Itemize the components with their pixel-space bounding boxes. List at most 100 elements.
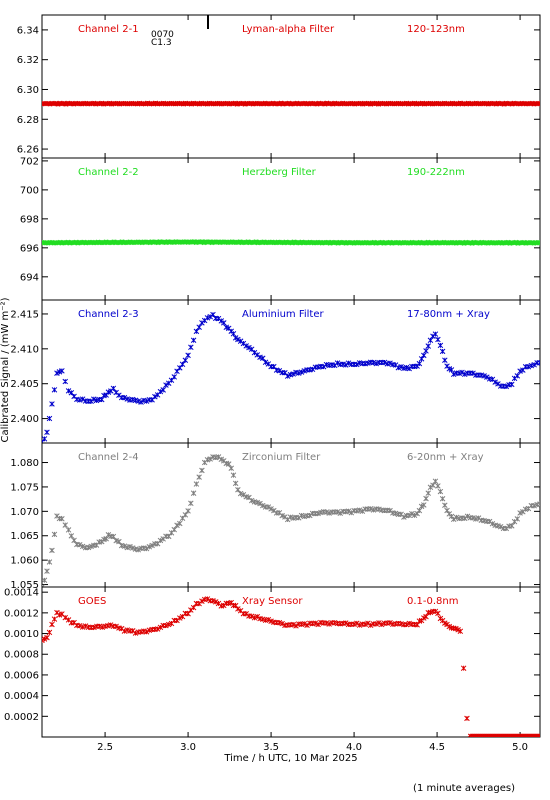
- y-tick-label: 6.32: [17, 55, 39, 66]
- y-tick-label: 6.34: [17, 25, 39, 36]
- data-point: [185, 610, 191, 617]
- data-point: [79, 543, 86, 550]
- data-point: [149, 542, 155, 549]
- data-point: [232, 480, 239, 487]
- data-point: [376, 620, 382, 626]
- data-point: [199, 598, 205, 604]
- y-tick-label: 2.400: [10, 414, 39, 425]
- data-point: [235, 487, 241, 493]
- data-point: [268, 506, 274, 512]
- data-point: [105, 532, 112, 538]
- data-point: [157, 388, 164, 395]
- data-point: [146, 544, 153, 550]
- data-point: [343, 620, 349, 626]
- panel-filter-label: Herzberg Filter: [242, 167, 317, 178]
- data-point: [387, 360, 393, 366]
- data-point: [246, 344, 252, 351]
- data-point: [240, 492, 247, 498]
- data-series-1: [42, 100, 540, 107]
- x-axis-label: Time / h UTC, 10 Mar 2025: [223, 753, 357, 764]
- data-point: [235, 336, 241, 343]
- data-point: [298, 369, 305, 375]
- data-point: [464, 513, 471, 519]
- data-point: [414, 510, 420, 517]
- data-point: [154, 626, 161, 632]
- data-point: [343, 362, 349, 368]
- data-point: [179, 361, 186, 368]
- data-point: [464, 715, 470, 722]
- data-point: [367, 622, 374, 629]
- data-point: [403, 621, 410, 628]
- data-point: [432, 478, 439, 484]
- data-point: [425, 343, 431, 349]
- data-point: [79, 624, 86, 630]
- data-point: [91, 396, 97, 402]
- data-point: [182, 512, 189, 518]
- data-point: [509, 381, 515, 388]
- data-point: [163, 382, 169, 388]
- data-point: [46, 559, 53, 565]
- data-point: [218, 456, 225, 463]
- data-point: [354, 361, 360, 368]
- data-point: [42, 436, 48, 442]
- x-tick-label: 3.0: [180, 742, 196, 753]
- data-point: [509, 523, 515, 529]
- data-point: [62, 614, 68, 621]
- panel-band-label: 190-222nm: [407, 167, 465, 178]
- footnote: (1 minute averages): [413, 783, 515, 794]
- data-point: [116, 538, 122, 545]
- y-tick-label: 0.0010: [4, 629, 39, 640]
- data-point: [79, 396, 86, 402]
- panel-filter-label: Lyman-alpha Filter: [242, 24, 335, 35]
- data-point: [334, 509, 341, 515]
- y-tick-label: 700: [20, 185, 39, 196]
- data-point: [514, 516, 521, 522]
- data-point: [365, 620, 371, 626]
- data-point: [177, 615, 183, 621]
- data-point: [182, 357, 189, 364]
- data-point: [243, 343, 249, 349]
- y-tick-label: 0.0014: [4, 588, 39, 599]
- x-tick-label: 4.5: [429, 742, 445, 753]
- data-point: [157, 537, 164, 544]
- panel-band-label: 120-123nm: [407, 24, 465, 35]
- data-point: [481, 373, 487, 379]
- data-point: [489, 521, 496, 527]
- data-point: [439, 496, 446, 502]
- data-point: [177, 365, 183, 371]
- data-point: [51, 531, 58, 538]
- y-tick-label: 2.410: [10, 344, 39, 355]
- data-point: [537, 733, 540, 737]
- data-point: [71, 537, 77, 544]
- data-point: [44, 634, 50, 641]
- data-point: [46, 415, 53, 422]
- data-point: [65, 527, 72, 533]
- data-point: [248, 497, 255, 504]
- panel-filter-label: Zirconium Filter: [242, 452, 321, 463]
- y-tick-label: 2.405: [10, 379, 39, 390]
- data-point: [235, 606, 241, 612]
- data-point: [174, 522, 180, 529]
- data-point: [82, 623, 89, 629]
- data-point: [470, 515, 476, 521]
- data-point: [77, 542, 83, 548]
- data-point: [345, 508, 352, 514]
- data-point: [110, 533, 117, 540]
- data-point: [432, 331, 439, 337]
- data-point: [517, 510, 523, 516]
- data-point: [68, 533, 75, 539]
- data-point: [307, 512, 313, 519]
- flare-id-label: 0070: [151, 30, 174, 40]
- data-point: [406, 512, 412, 519]
- y-tick-label: 696: [20, 243, 39, 254]
- flare-class-label: C1.3: [151, 38, 172, 48]
- data-point: [190, 337, 197, 344]
- data-point: [44, 429, 50, 436]
- data-point: [439, 348, 446, 355]
- data-point: [177, 520, 183, 527]
- data-point: [279, 512, 285, 519]
- data-point: [290, 371, 296, 377]
- data-point: [107, 622, 114, 628]
- y-tick-label: 1.065: [10, 531, 39, 542]
- data-point: [378, 621, 385, 628]
